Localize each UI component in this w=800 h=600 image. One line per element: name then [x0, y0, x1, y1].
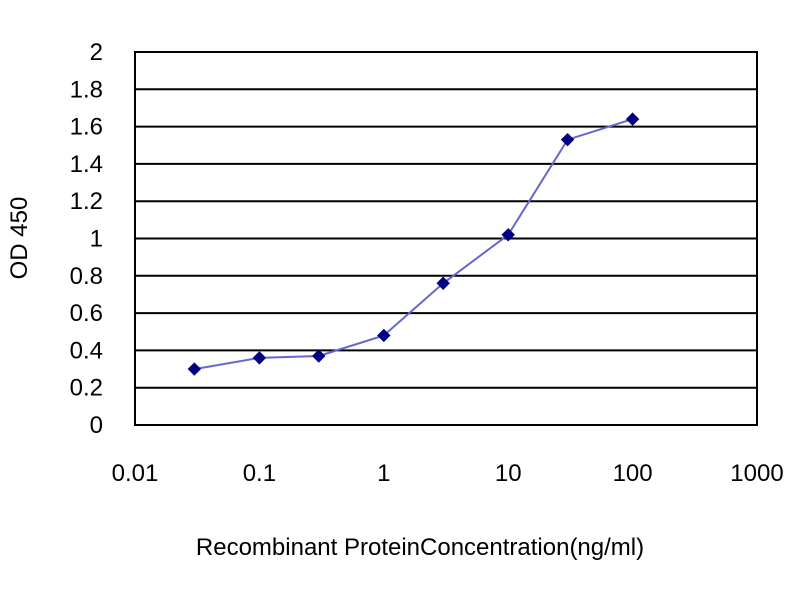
- y-tick-label: 1.6: [70, 114, 103, 141]
- y-tick-label: 0.4: [70, 337, 103, 364]
- data-point: [312, 349, 326, 363]
- data-point: [625, 112, 640, 126]
- x-tick-label: 100: [613, 460, 653, 487]
- data-point: [560, 132, 575, 147]
- data-point: [501, 228, 515, 242]
- y-tick-label: 0.2: [70, 375, 103, 402]
- x-tick-label: 1: [377, 460, 390, 487]
- x-axis-tick-labels: 0.01 0.1 1 10 100 1000: [112, 460, 784, 487]
- data-point: [187, 362, 202, 376]
- y-axis-tick-labels: 0 0.2 0.4 0.6 0.8 1 1.2 1.4 1.6 1.8 2: [70, 39, 103, 439]
- y-tick-label: 1.2: [70, 188, 103, 215]
- y-tick-label: 1.8: [70, 76, 103, 103]
- y-tick-label: 2: [90, 39, 103, 66]
- x-tick-label: 0.1: [243, 460, 276, 487]
- data-point: [436, 276, 450, 290]
- series: [187, 112, 640, 376]
- x-tick-label: 1000: [730, 460, 783, 487]
- x-tick-label: 0.01: [112, 460, 159, 487]
- plot-area-frame: [134, 51, 758, 426]
- data-point: [377, 328, 391, 343]
- y-tick-label: 0: [90, 412, 103, 439]
- y-axis-title: OD 450: [6, 197, 33, 280]
- y-tick-label: 1: [90, 226, 103, 253]
- y-tick-label: 0.8: [70, 263, 103, 290]
- series-line: [194, 118, 633, 371]
- x-axis-title: Recombinant ProteinConcentration(ng/ml): [196, 534, 644, 561]
- y-tick-label: 0.6: [70, 300, 103, 327]
- y-tick-label: 1.4: [70, 151, 103, 178]
- data-point: [252, 351, 267, 365]
- grid-lines: [135, 88, 757, 389]
- x-tick-label: 10: [495, 460, 522, 487]
